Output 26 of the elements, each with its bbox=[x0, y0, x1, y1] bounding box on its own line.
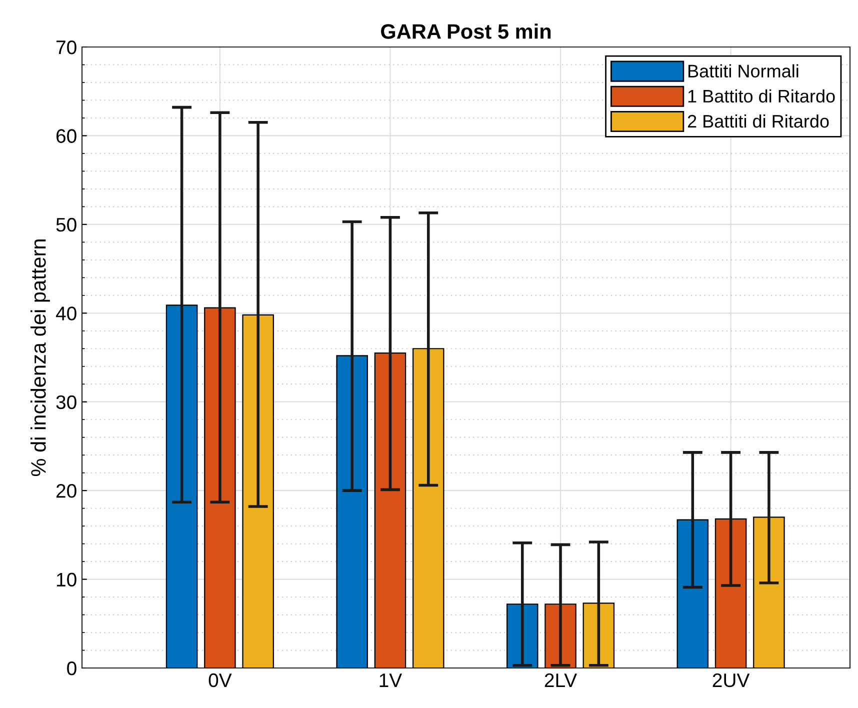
y-tick-label: 70 bbox=[56, 40, 76, 54]
bar bbox=[336, 355, 368, 668]
y-axis-title: % di incidenza dei pattern bbox=[30, 240, 50, 476]
y-tick-label: 10 bbox=[56, 572, 76, 587]
bar bbox=[166, 304, 198, 668]
bar bbox=[412, 348, 444, 668]
bar bbox=[242, 314, 274, 668]
x-tick-label: 0V bbox=[208, 673, 232, 688]
legend-label: 1 Battito di Ritardo bbox=[688, 89, 835, 103]
y-tick-label: 0 bbox=[67, 661, 76, 676]
x-tick-label: 1V bbox=[380, 674, 402, 687]
x-tick-label: 2UV bbox=[712, 673, 750, 688]
bar bbox=[714, 518, 747, 668]
bar bbox=[204, 307, 236, 668]
bar bbox=[753, 516, 785, 668]
legend-label: 2 Battiti di Ritardo bbox=[688, 114, 829, 128]
y-tick-label: 50 bbox=[56, 218, 76, 232]
chart-title: GARA Post 5 min bbox=[381, 24, 551, 39]
bar bbox=[676, 519, 709, 668]
bar bbox=[374, 352, 406, 668]
y-tick-label: 20 bbox=[56, 484, 76, 498]
y-tick-label: 30 bbox=[56, 395, 76, 410]
x-tick-label: 2LV bbox=[544, 673, 578, 687]
legend-label: Battiti Normali bbox=[688, 64, 798, 78]
y-tick-label: 60 bbox=[56, 129, 76, 143]
y-tick-label: 40 bbox=[56, 306, 76, 320]
